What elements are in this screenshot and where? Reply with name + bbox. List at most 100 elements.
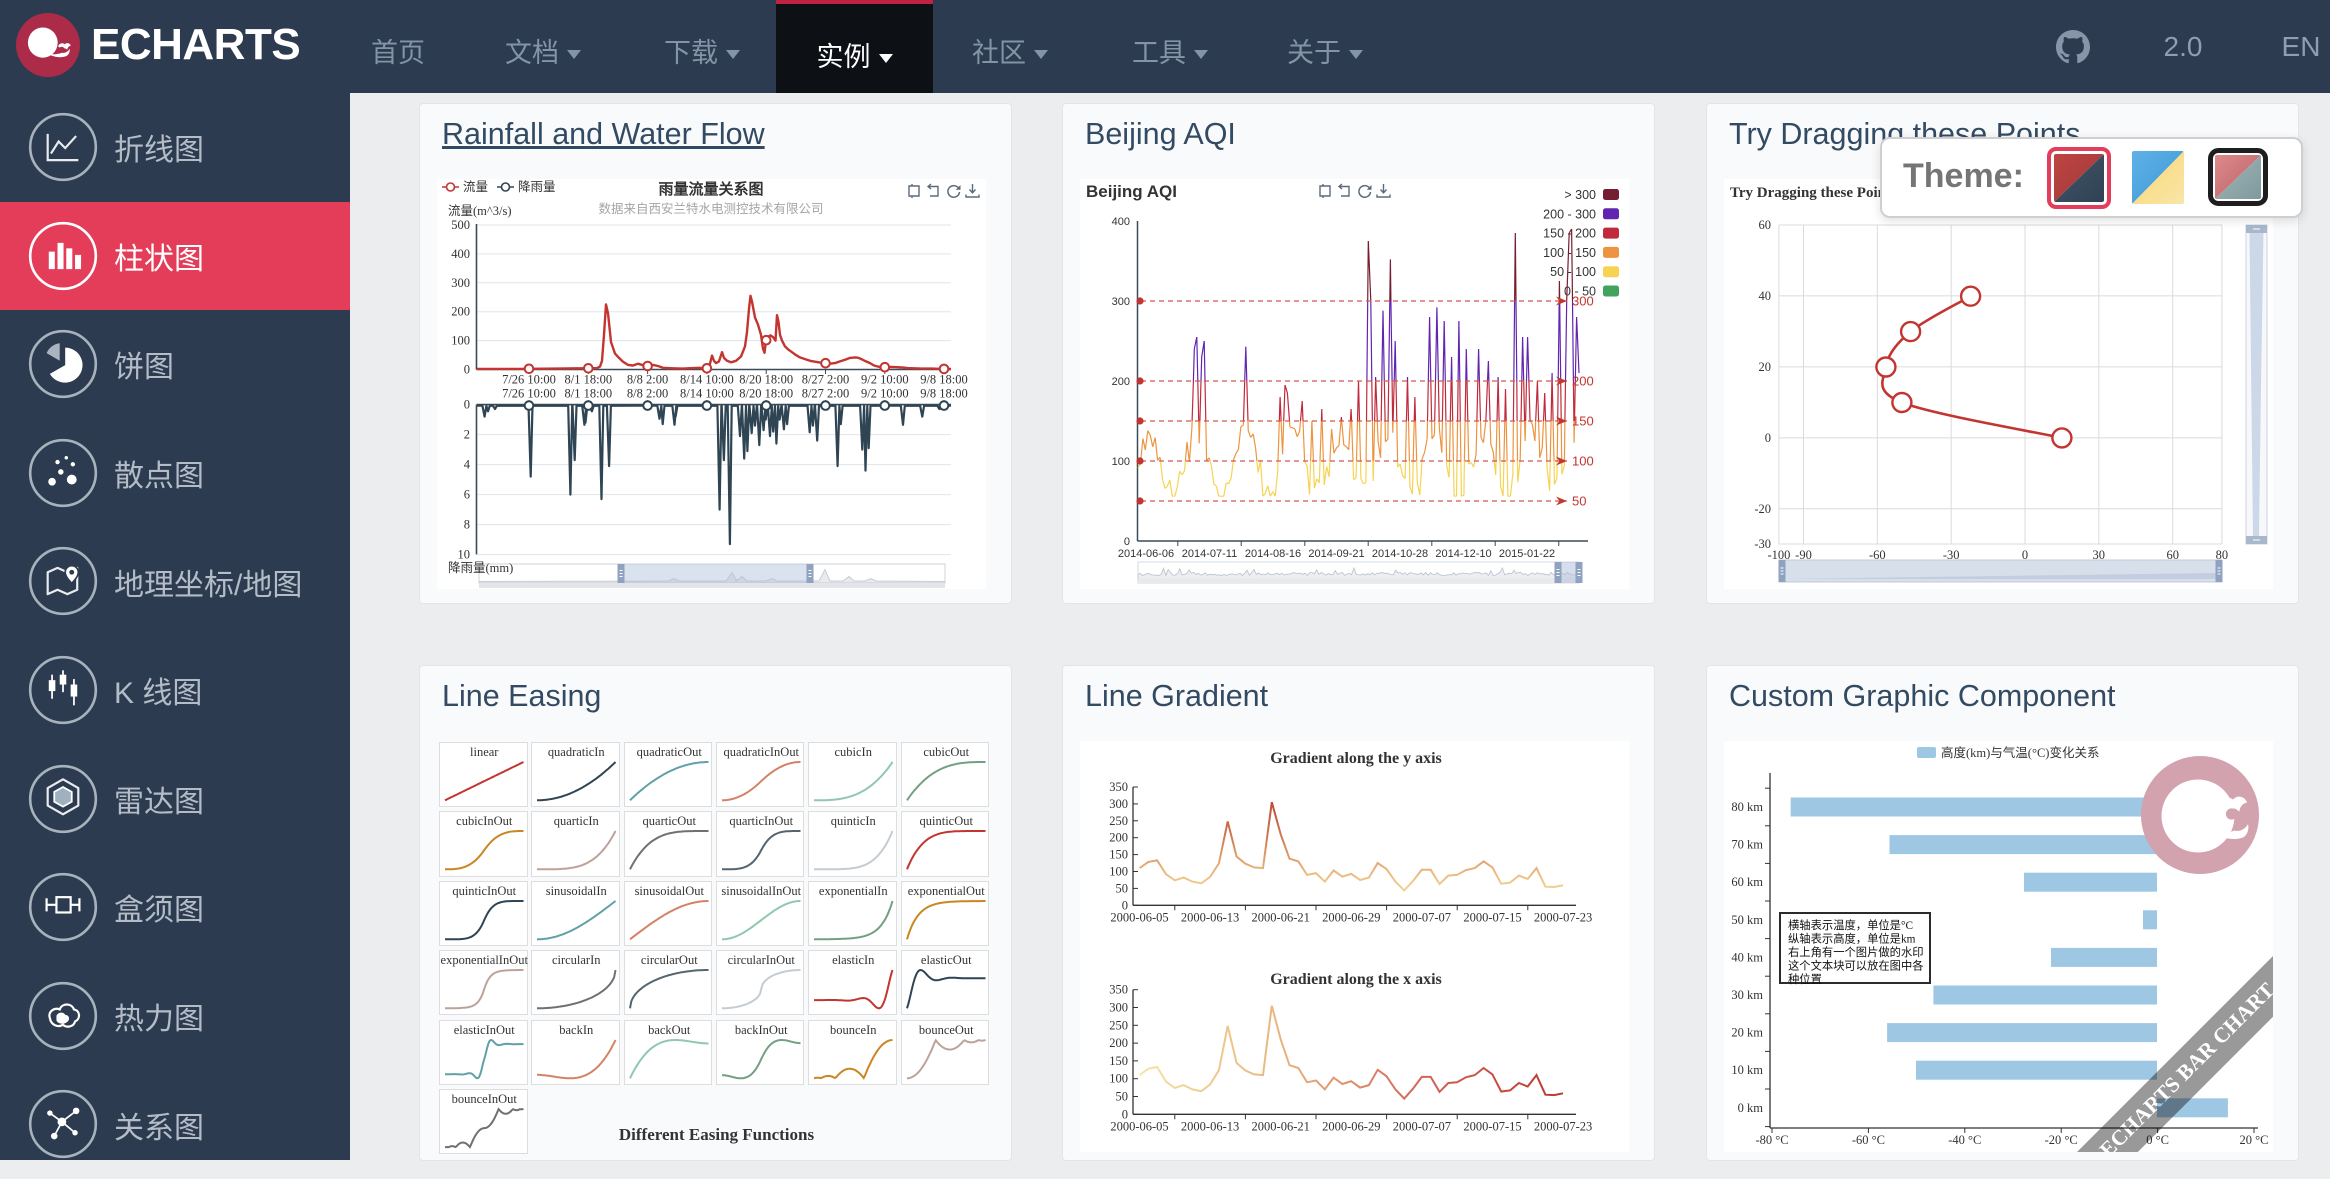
svg-text:300: 300 — [1109, 797, 1128, 811]
svg-text:这个文本块可以放在图中各: 这个文本块可以放在图中各 — [1788, 959, 1924, 973]
svg-text:2000-07-15: 2000-07-15 — [1463, 1119, 1521, 1133]
svg-text:bounceIn: bounceIn — [830, 1023, 877, 1037]
svg-text:6: 6 — [464, 488, 470, 502]
svg-text:2000-06-29: 2000-06-29 — [1322, 910, 1380, 924]
svg-text:backIn: backIn — [560, 1023, 595, 1037]
svg-text:sinusoidalInOut: sinusoidalInOut — [721, 884, 801, 898]
svg-text:0: 0 — [2022, 548, 2028, 562]
svg-text:cubicIn: cubicIn — [835, 745, 873, 759]
svg-text:100: 100 — [1109, 1072, 1128, 1086]
svg-text:雨量流量关系图: 雨量流量关系图 — [658, 180, 763, 198]
svg-text:quinticInOut: quinticInOut — [452, 884, 516, 898]
svg-text:-30: -30 — [1943, 548, 1960, 562]
svg-text:2000-06-21: 2000-06-21 — [1252, 1119, 1310, 1133]
svg-text:2000-07-23: 2000-07-23 — [1534, 1119, 1592, 1133]
svg-text:-30: -30 — [1754, 537, 1771, 551]
svg-text:0: 0 — [464, 363, 470, 377]
svg-text:250: 250 — [1109, 814, 1128, 828]
svg-text:50: 50 — [1116, 881, 1129, 895]
svg-text:350: 350 — [1109, 983, 1128, 997]
svg-text:exponentialInOut: exponentialInOut — [441, 953, 529, 967]
svg-text:数据来自西安兰特水电测控技术有限公司: 数据来自西安兰特水电测控技术有限公司 — [598, 201, 823, 216]
svg-text:2000-07-15: 2000-07-15 — [1463, 910, 1521, 924]
svg-text:Gradient along the x axis: Gradient along the x axis — [1270, 971, 1442, 988]
svg-text:7/26 10:00: 7/26 10:00 — [502, 387, 556, 401]
svg-text:2000-06-05: 2000-06-05 — [1110, 910, 1168, 924]
svg-text:backOut: backOut — [648, 1023, 691, 1037]
svg-text:8/14 10:00: 8/14 10:00 — [680, 373, 734, 387]
svg-text:横轴表示温度，单位是°C: 横轴表示温度，单位是°C — [1788, 918, 1913, 932]
svg-text:circularInOut: circularInOut — [728, 953, 796, 967]
svg-text:2015-01-22: 2015-01-22 — [1499, 548, 1555, 560]
svg-text:2000-07-07: 2000-07-07 — [1393, 1119, 1451, 1133]
svg-text:Beijing AQI: Beijing AQI — [1086, 182, 1177, 201]
svg-text:cubicInOut: cubicInOut — [456, 814, 513, 828]
svg-text:-80 °C: -80 °C — [1755, 1133, 1788, 1147]
svg-text:8/20 18:00: 8/20 18:00 — [739, 373, 793, 387]
svg-text:30: 30 — [2093, 548, 2106, 562]
svg-text:circularIn: circularIn — [552, 953, 601, 967]
svg-text:150: 150 — [1109, 848, 1128, 862]
svg-text:8: 8 — [464, 518, 470, 532]
svg-text:30 km: 30 km — [1731, 988, 1763, 1002]
svg-text:quarticIn: quarticIn — [554, 814, 600, 828]
svg-text:2: 2 — [464, 428, 470, 442]
svg-text:350: 350 — [1109, 780, 1128, 794]
svg-text:8/27 2:00: 8/27 2:00 — [802, 387, 850, 401]
svg-text:bounceInOut: bounceInOut — [452, 1092, 518, 1106]
svg-text:20 km: 20 km — [1731, 1026, 1763, 1040]
svg-text:0: 0 — [1122, 1107, 1128, 1121]
svg-text:8/20 18:00: 8/20 18:00 — [739, 387, 793, 401]
svg-text:2014-07-11: 2014-07-11 — [1182, 548, 1237, 560]
svg-text:2000-06-13: 2000-06-13 — [1181, 910, 1239, 924]
svg-text:7/26 10:00: 7/26 10:00 — [502, 373, 556, 387]
svg-text:cubicOut: cubicOut — [923, 745, 969, 759]
svg-text:60 km: 60 km — [1731, 875, 1763, 889]
svg-text:50: 50 — [1116, 1090, 1129, 1104]
svg-text:quadraticIn: quadraticIn — [548, 745, 606, 759]
svg-text:高度(km)与气温(°C)变化关系: 高度(km)与气温(°C)变化关系 — [1941, 745, 2099, 760]
svg-text:quinticOut: quinticOut — [919, 814, 973, 828]
svg-text:200: 200 — [1109, 1036, 1128, 1050]
svg-text:0 km: 0 km — [1738, 1101, 1764, 1115]
svg-text:20 °C: 20 °C — [2240, 1133, 2269, 1147]
svg-text:-90: -90 — [1795, 548, 1812, 562]
svg-text:elasticInOut: elasticInOut — [454, 1023, 516, 1037]
svg-text:-100: -100 — [1767, 548, 1790, 562]
svg-text:2000-07-23: 2000-07-23 — [1534, 910, 1592, 924]
svg-text:-20 °C: -20 °C — [2045, 1133, 2078, 1147]
svg-text:2014-09-21: 2014-09-21 — [1308, 548, 1364, 560]
svg-text:40: 40 — [1759, 289, 1772, 303]
svg-text:20: 20 — [1759, 360, 1772, 374]
svg-text:右上角有一个图片做的水印: 右上角有一个图片做的水印 — [1788, 945, 1924, 959]
svg-text:100 - 150: 100 - 150 — [1543, 246, 1596, 260]
svg-text:-60: -60 — [1869, 548, 1886, 562]
svg-text:8/14 10:00: 8/14 10:00 — [680, 387, 734, 401]
svg-text:9/2 10:00: 9/2 10:00 — [861, 387, 909, 401]
svg-text:elasticIn: elasticIn — [832, 953, 875, 967]
svg-text:2000-06-13: 2000-06-13 — [1181, 1119, 1239, 1133]
svg-text:50 km: 50 km — [1731, 913, 1763, 927]
svg-text:sinusoidalOut: sinusoidalOut — [634, 884, 704, 898]
svg-text:8/8 2:00: 8/8 2:00 — [627, 373, 668, 387]
svg-text:2014-10-28: 2014-10-28 — [1372, 548, 1428, 560]
svg-text:种位置: 种位置 — [1788, 972, 1822, 986]
svg-text:-40 °C: -40 °C — [1948, 1133, 1981, 1147]
svg-text:300: 300 — [451, 276, 470, 290]
svg-text:2014-12-10: 2014-12-10 — [1435, 548, 1491, 560]
svg-text:300: 300 — [1112, 296, 1130, 308]
svg-text:50: 50 — [1572, 494, 1586, 509]
svg-text:0: 0 — [464, 398, 470, 412]
svg-text:bounceOut: bounceOut — [918, 1023, 973, 1037]
svg-text:9/8 18:00: 9/8 18:00 — [920, 373, 968, 387]
svg-text:2000-06-05: 2000-06-05 — [1110, 1119, 1168, 1133]
svg-text:200 - 300: 200 - 300 — [1543, 207, 1596, 221]
svg-text:200: 200 — [1572, 374, 1594, 389]
svg-text:100: 100 — [1112, 456, 1130, 468]
svg-text:流量: 流量 — [463, 180, 488, 194]
svg-text:50 - 100: 50 - 100 — [1550, 265, 1596, 279]
svg-text:纵轴表示高度，单位是km: 纵轴表示高度，单位是km — [1788, 932, 1916, 946]
svg-text:elasticOut: elasticOut — [920, 953, 971, 967]
svg-text:40 km: 40 km — [1731, 950, 1763, 964]
svg-text:150: 150 — [1109, 1054, 1128, 1068]
